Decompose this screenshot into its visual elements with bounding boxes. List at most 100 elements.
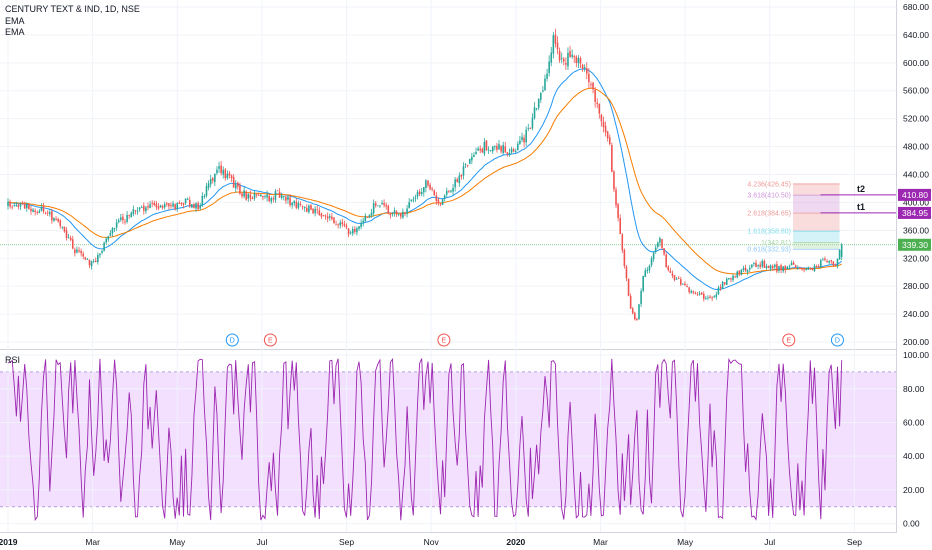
candle-up xyxy=(458,175,461,184)
event-marker-label: E xyxy=(786,338,791,345)
candle-down xyxy=(165,203,168,205)
candle-down xyxy=(257,195,260,196)
candle-down xyxy=(74,249,76,254)
candle-up xyxy=(761,260,764,267)
candle-up xyxy=(412,199,415,201)
candle-down xyxy=(435,195,438,201)
candle-down xyxy=(615,189,617,206)
candle-up xyxy=(740,269,743,275)
candle-up xyxy=(391,213,394,215)
candle-up xyxy=(659,238,661,243)
candle-down xyxy=(71,239,74,249)
candle-up xyxy=(145,207,147,212)
candle-up xyxy=(441,199,444,206)
rsi-legend[interactable]: RSI xyxy=(5,355,21,365)
event-marker-circle xyxy=(782,333,796,347)
event-marker[interactable]: D xyxy=(225,333,239,347)
candle-down xyxy=(239,185,241,194)
candle-down xyxy=(389,214,392,216)
candle-up xyxy=(550,52,553,63)
candle-down xyxy=(558,50,561,61)
candle-up xyxy=(778,266,780,271)
candle-down xyxy=(631,308,634,314)
candle-up xyxy=(698,293,701,295)
candle-up xyxy=(510,149,513,153)
candle-down xyxy=(811,268,814,270)
event-marker[interactable]: E xyxy=(263,333,277,347)
candle-down xyxy=(702,293,705,299)
candle-down xyxy=(197,203,199,209)
candle-up xyxy=(184,198,187,204)
event-marker[interactable]: E xyxy=(782,333,796,347)
candle-down xyxy=(780,265,782,271)
event-marker[interactable]: D xyxy=(830,333,844,347)
fib-zone xyxy=(793,242,840,250)
candle-down xyxy=(153,202,156,206)
candle-up xyxy=(132,209,135,214)
candle-up xyxy=(26,204,28,209)
candle-down xyxy=(383,202,385,206)
candle-up xyxy=(53,217,55,221)
candle-up xyxy=(721,281,724,289)
candle-down xyxy=(598,103,601,114)
candle-down xyxy=(585,68,588,74)
candle-up xyxy=(571,54,573,57)
candle-up xyxy=(90,261,93,267)
candle-up xyxy=(675,278,678,280)
candle-down xyxy=(437,199,440,204)
candle-up xyxy=(425,180,427,188)
candle-down xyxy=(182,203,185,205)
candle-up xyxy=(682,283,684,285)
event-marker-label: E xyxy=(442,338,447,345)
candle-up xyxy=(502,145,504,154)
candle-down xyxy=(316,209,319,211)
candle-down xyxy=(69,237,72,241)
target-label-t2: t2 xyxy=(857,184,865,194)
candle-down xyxy=(230,175,233,179)
candle-down xyxy=(335,224,337,226)
candle-up xyxy=(115,222,118,228)
candle-down xyxy=(324,215,327,217)
candle-down xyxy=(237,182,239,187)
candle-up xyxy=(136,210,139,212)
candle-down xyxy=(485,140,488,151)
candle-up xyxy=(308,205,310,213)
candle-down xyxy=(629,295,632,309)
candle-up xyxy=(813,265,816,272)
candle-down xyxy=(500,145,502,152)
candle-down xyxy=(289,197,291,206)
event-marker-circle xyxy=(225,333,239,347)
candle-down xyxy=(667,266,670,271)
candle-up xyxy=(769,265,772,269)
candle-down xyxy=(792,262,795,265)
candle-up xyxy=(805,269,807,271)
candle-down xyxy=(575,56,578,63)
candle-down xyxy=(320,213,323,217)
candle-up xyxy=(397,214,400,215)
candle-down xyxy=(613,171,615,190)
candle-down xyxy=(815,266,818,267)
candle-down xyxy=(604,126,607,133)
candle-down xyxy=(88,259,91,266)
candle-up xyxy=(471,156,473,161)
candle-down xyxy=(161,205,164,208)
candle-up xyxy=(199,205,202,209)
candle-down xyxy=(592,82,594,90)
ema-legend-2[interactable]: EMA xyxy=(5,27,25,37)
ema-legend-1[interactable]: EMA xyxy=(5,16,25,26)
candle-up xyxy=(293,200,296,204)
candle-up xyxy=(531,117,534,129)
price-axis-bg xyxy=(897,0,932,533)
candle-up xyxy=(209,179,212,185)
candle-down xyxy=(395,211,398,215)
candle-down xyxy=(168,203,170,207)
candle-down xyxy=(496,145,498,150)
fib-zone xyxy=(793,231,840,243)
candle-down xyxy=(771,265,774,269)
candle-down xyxy=(331,216,333,219)
candle-up xyxy=(717,287,720,295)
candle-up xyxy=(690,291,693,293)
candle-up xyxy=(408,202,410,208)
event-marker[interactable]: E xyxy=(437,333,451,347)
